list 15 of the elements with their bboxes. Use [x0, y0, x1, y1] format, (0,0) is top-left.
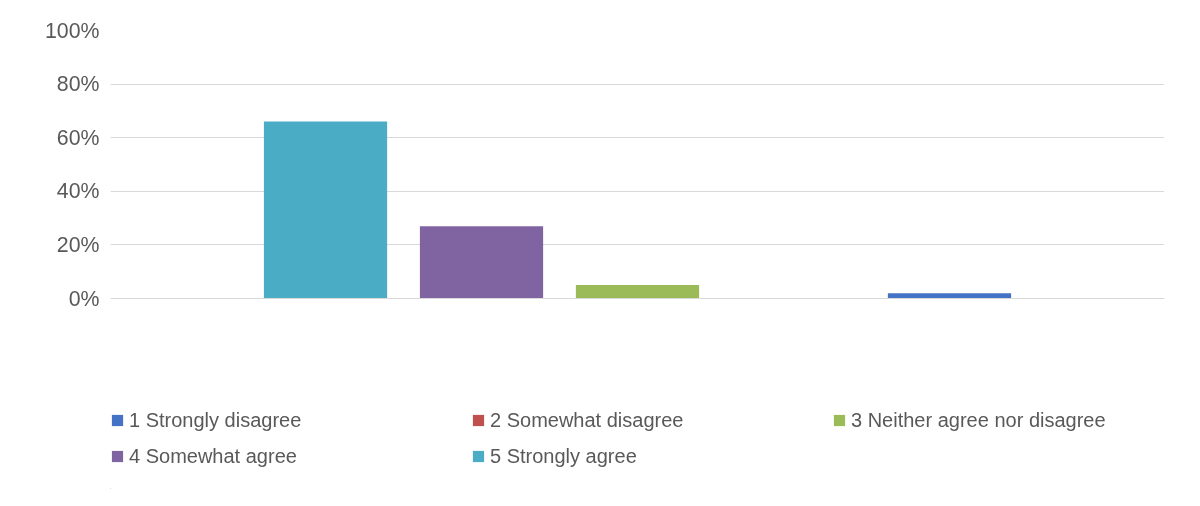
y-tick-label: 40% — [56, 179, 100, 204]
legend-label: 5 Strongly agree — [490, 444, 638, 468]
bar — [575, 285, 700, 299]
bar — [887, 293, 1012, 299]
y-tick-label: 0% — [68, 286, 100, 311]
y-tick-label: 100% — [44, 18, 100, 43]
bar — [263, 121, 388, 299]
legend-label: 4 Somewhat agree — [129, 444, 298, 468]
y-tick-label: 20% — [56, 232, 100, 257]
legend-label: 1 Strongly disagree — [129, 408, 303, 432]
legend-label: 2 Somewhat disagree — [490, 408, 685, 432]
legend-label: 3 Neither agree nor disagree — [851, 408, 1107, 432]
bar — [419, 226, 544, 299]
y-tick-label: 60% — [56, 125, 100, 150]
y-tick-label: 80% — [56, 72, 100, 97]
